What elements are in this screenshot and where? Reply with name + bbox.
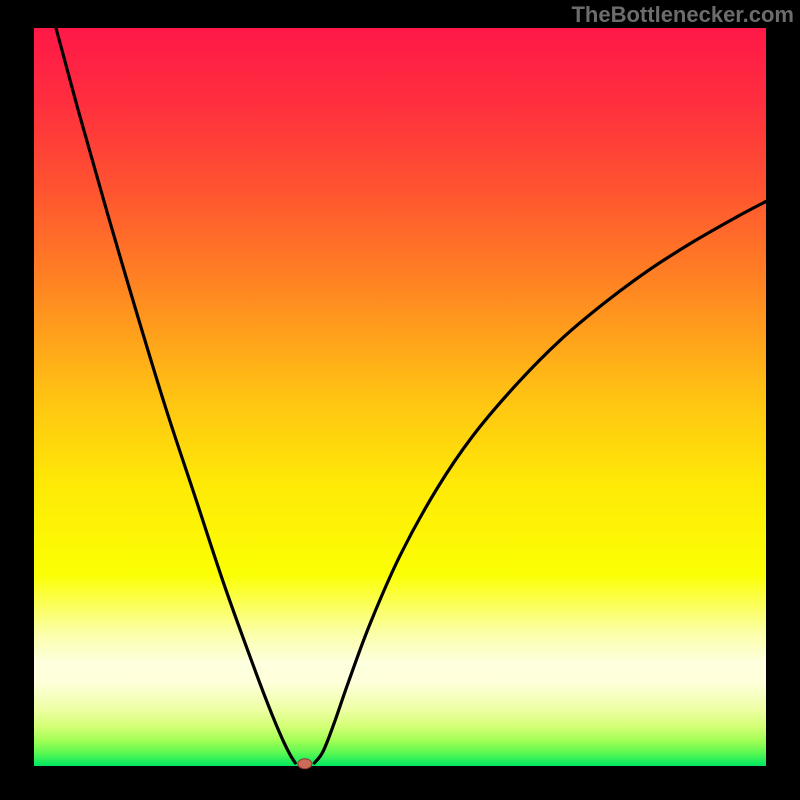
bottleneck-chart xyxy=(0,0,800,800)
optimum-marker xyxy=(298,759,312,769)
watermark-text: TheBottlenecker.com xyxy=(571,2,794,28)
chart-container: TheBottlenecker.com xyxy=(0,0,800,800)
plot-background xyxy=(34,28,766,766)
